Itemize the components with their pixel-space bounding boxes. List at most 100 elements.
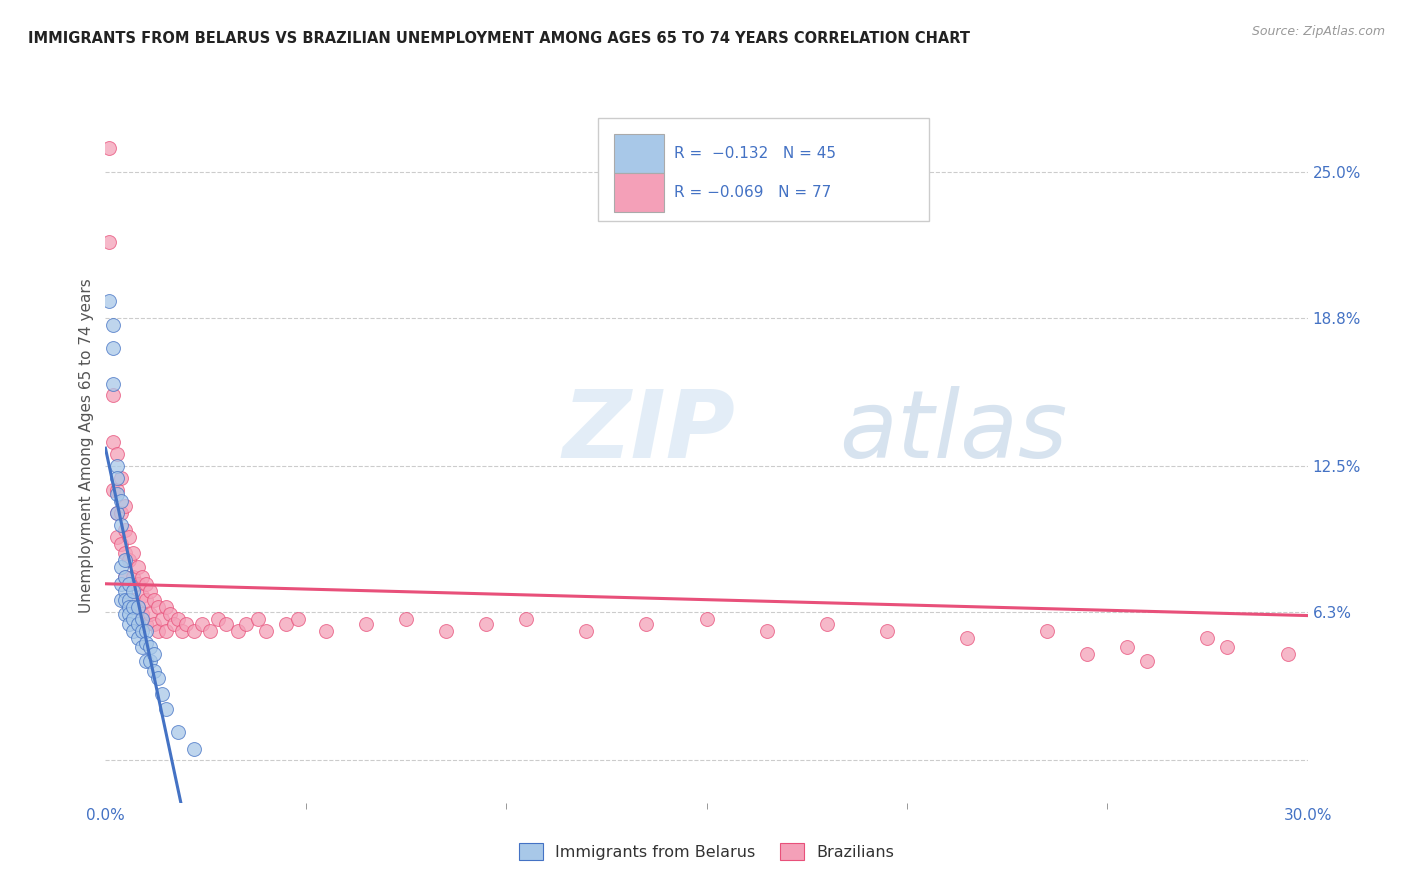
- Text: atlas: atlas: [839, 386, 1067, 477]
- Point: [1197, 631, 1219, 645]
- Point: [214, 616, 236, 631]
- Point: [254, 624, 277, 638]
- Point: [138, 655, 160, 669]
- Point: [515, 612, 537, 626]
- Point: [107, 506, 129, 520]
- Point: [114, 570, 136, 584]
- Point: [146, 600, 169, 615]
- Point: [1216, 640, 1239, 655]
- Point: [114, 553, 136, 567]
- Point: [110, 593, 132, 607]
- Point: [159, 607, 181, 622]
- Point: [131, 589, 153, 603]
- Point: [142, 664, 165, 678]
- Point: [131, 607, 153, 622]
- Point: [183, 741, 205, 756]
- Point: [142, 616, 165, 631]
- Point: [198, 624, 221, 638]
- Point: [127, 616, 149, 631]
- Point: [107, 447, 129, 461]
- Point: [1277, 648, 1299, 662]
- Point: [122, 583, 145, 598]
- Point: [114, 523, 136, 537]
- Point: [434, 624, 457, 638]
- Point: [876, 624, 898, 638]
- Point: [174, 616, 197, 631]
- FancyBboxPatch shape: [614, 134, 665, 173]
- Point: [131, 612, 153, 626]
- Point: [107, 471, 129, 485]
- Point: [1116, 640, 1139, 655]
- Point: [118, 576, 141, 591]
- Point: [110, 576, 132, 591]
- Point: [207, 612, 229, 626]
- Point: [110, 517, 132, 532]
- Point: [138, 583, 160, 598]
- Point: [162, 616, 184, 631]
- Point: [166, 612, 188, 626]
- Point: [114, 593, 136, 607]
- Point: [103, 341, 125, 355]
- Point: [135, 576, 157, 591]
- Point: [122, 624, 145, 638]
- Point: [107, 506, 129, 520]
- Point: [118, 530, 141, 544]
- Point: [107, 487, 129, 501]
- Point: [127, 560, 149, 574]
- Point: [103, 376, 125, 391]
- Point: [354, 616, 377, 631]
- Point: [131, 624, 153, 638]
- Point: [98, 141, 121, 155]
- Point: [98, 294, 121, 309]
- Text: R = −0.069   N = 77: R = −0.069 N = 77: [673, 186, 831, 200]
- Point: [138, 640, 160, 655]
- Point: [107, 530, 129, 544]
- Point: [575, 624, 598, 638]
- FancyBboxPatch shape: [614, 173, 665, 212]
- Point: [150, 688, 173, 702]
- Point: [1036, 624, 1059, 638]
- Point: [166, 725, 188, 739]
- Point: [1136, 655, 1159, 669]
- Point: [107, 458, 129, 473]
- Point: [118, 593, 141, 607]
- Text: R =  −0.132   N = 45: R = −0.132 N = 45: [673, 146, 837, 161]
- Point: [127, 600, 149, 615]
- Point: [135, 635, 157, 649]
- Point: [395, 612, 418, 626]
- Point: [155, 624, 177, 638]
- Point: [1076, 648, 1098, 662]
- Text: IMMIGRANTS FROM BELARUS VS BRAZILIAN UNEMPLOYMENT AMONG AGES 65 TO 74 YEARS CORR: IMMIGRANTS FROM BELARUS VS BRAZILIAN UNE…: [28, 31, 970, 46]
- Point: [755, 624, 778, 638]
- Text: ZIP: ZIP: [562, 385, 735, 478]
- Point: [110, 560, 132, 574]
- Point: [118, 593, 141, 607]
- Point: [235, 616, 257, 631]
- Point: [118, 616, 141, 631]
- Point: [122, 546, 145, 560]
- Point: [274, 616, 297, 631]
- Point: [127, 631, 149, 645]
- Point: [127, 576, 149, 591]
- Point: [183, 624, 205, 638]
- Point: [135, 624, 157, 638]
- Point: [122, 570, 145, 584]
- Point: [956, 631, 979, 645]
- Point: [146, 624, 169, 638]
- Y-axis label: Unemployment Among Ages 65 to 74 years: Unemployment Among Ages 65 to 74 years: [79, 278, 94, 614]
- Point: [475, 616, 498, 631]
- Point: [246, 612, 269, 626]
- Point: [118, 607, 141, 622]
- Point: [127, 600, 149, 615]
- Point: [696, 612, 718, 626]
- Point: [150, 612, 173, 626]
- Point: [131, 640, 153, 655]
- Text: Source: ZipAtlas.com: Source: ZipAtlas.com: [1251, 25, 1385, 38]
- Point: [122, 612, 145, 626]
- Point: [142, 593, 165, 607]
- Point: [135, 593, 157, 607]
- Point: [142, 648, 165, 662]
- Point: [110, 471, 132, 485]
- Point: [315, 624, 337, 638]
- Point: [118, 576, 141, 591]
